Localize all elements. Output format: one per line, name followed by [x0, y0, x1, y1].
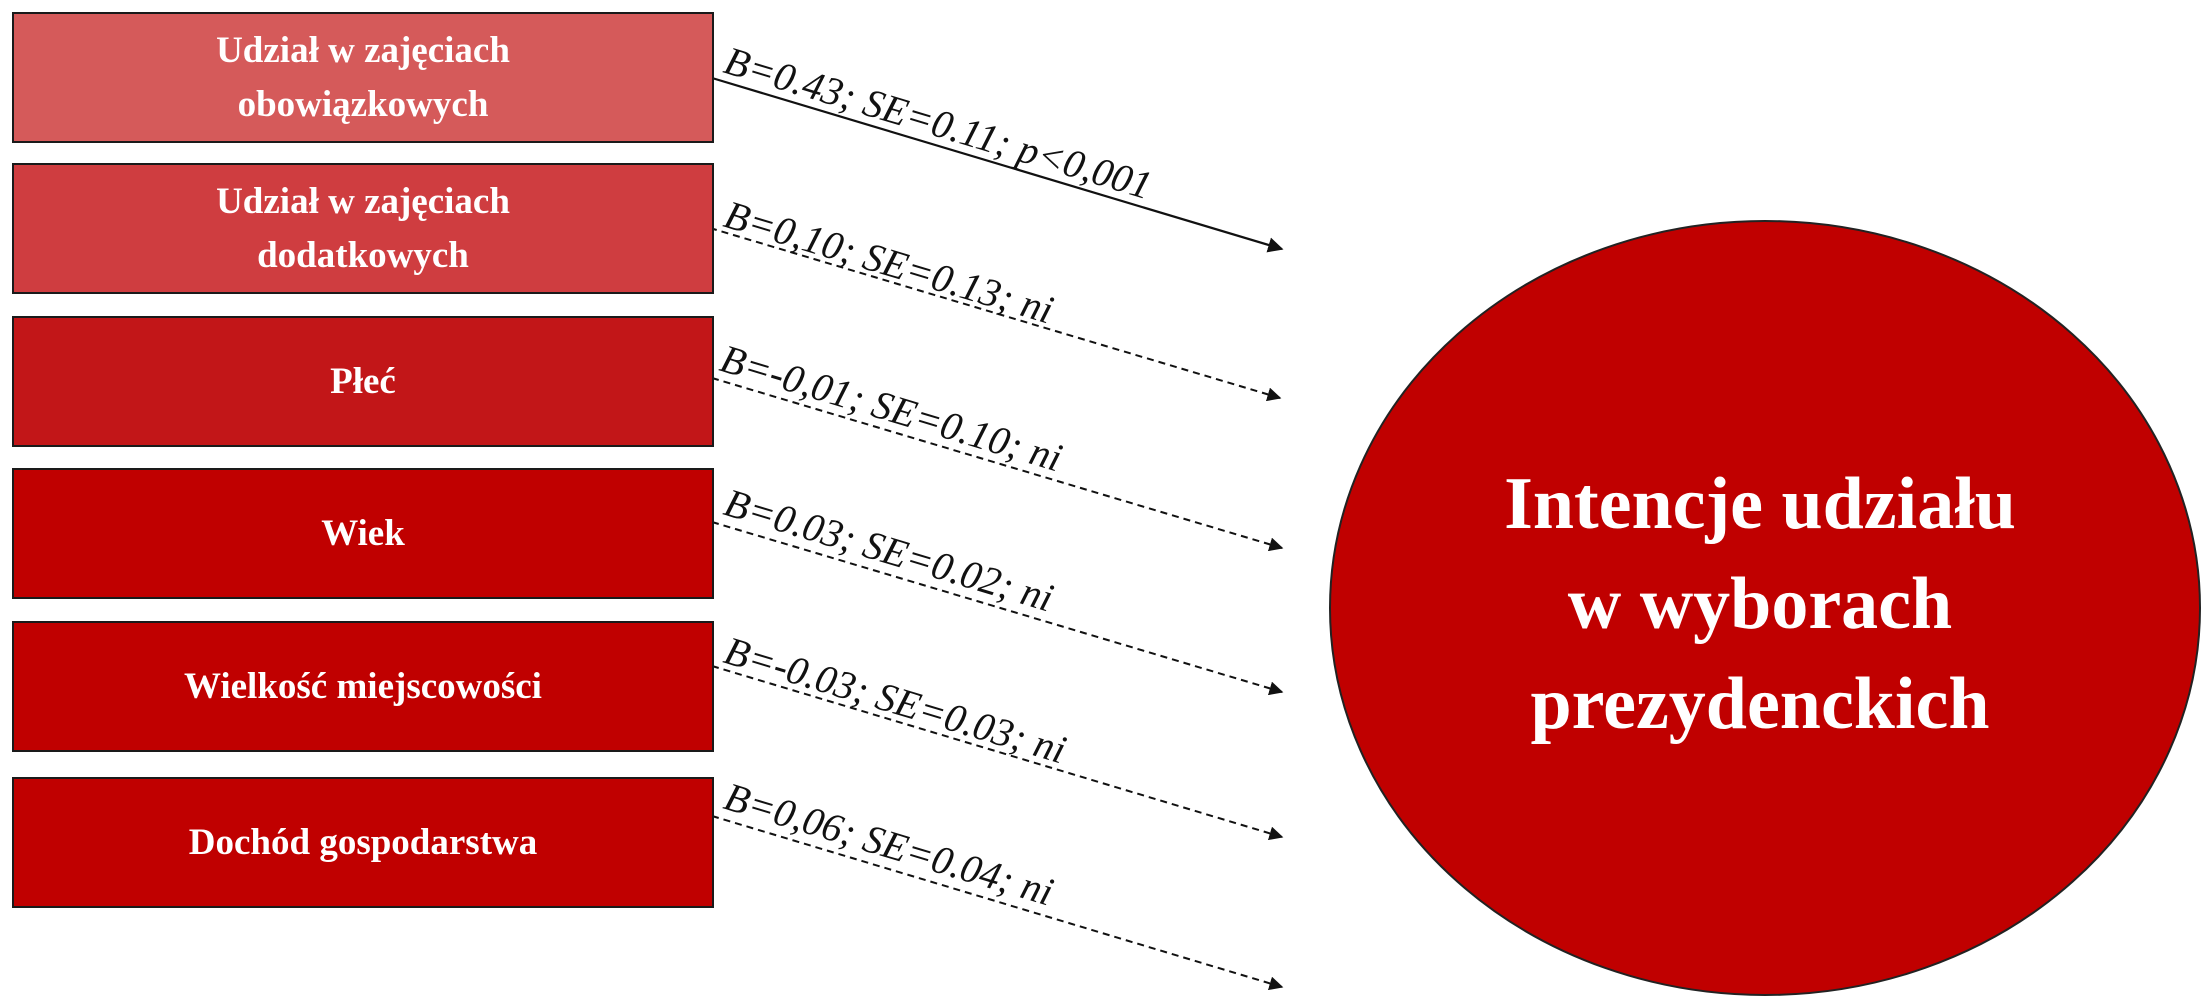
path-coef-label-1: B=0.43; SE=0.11; p<0,001 — [719, 38, 1157, 209]
outcome-label-line: w wyborach — [1567, 562, 1953, 645]
path-coef-label-3: B=-0,01; SE=0.10; ni — [715, 336, 1067, 481]
path-arrow-5 — [711, 665, 1284, 841]
path-coef-label-4: B=0.03; SE=0.02; ni — [719, 480, 1058, 621]
path-arrow-2 — [709, 227, 1282, 402]
outcome-label: Intencje udziału w wyborach prezydenckic… — [1340, 455, 2180, 755]
predictor-box-mandatory-classes: Udział w zajęciach obowiązkowych — [12, 12, 714, 143]
path-arrow-4 — [711, 521, 1284, 696]
path-arrow-3 — [711, 377, 1284, 552]
predictor-label-line: Dochód gospodarstwa — [188, 821, 538, 863]
predictor-box-gender: Płeć — [12, 316, 714, 447]
path-arrow-6 — [711, 815, 1284, 991]
predictor-label-line: Wiek — [321, 512, 405, 554]
predictor-box-town-size: Wielkość miejscowości — [12, 621, 714, 752]
path-arrow-1 — [711, 76, 1284, 253]
predictor-label-line: Udział w zajęciach — [216, 180, 510, 222]
outcome-ellipse — [1329, 220, 2201, 996]
predictor-label-line: Płeć — [330, 360, 396, 402]
outcome-label-line: Intencje udziału — [1504, 463, 2016, 545]
path-coef-label-2: B=0,10; SE=0.13; ni — [719, 192, 1058, 333]
predictor-box-age: Wiek — [12, 468, 714, 599]
predictor-box-household-income: Dochód gospodarstwa — [12, 777, 714, 908]
predictor-label-line: Wielkość miejscowości — [184, 665, 542, 707]
path-coef-label-6: B=0,06; SE=0.04; ni — [719, 774, 1058, 915]
outcome-label-line: prezydenckich — [1530, 662, 1990, 745]
predictor-box-extra-classes: Udział w zajęciach dodatkowych — [12, 163, 714, 294]
predictor-label-line: dodatkowych — [257, 234, 469, 276]
path-coef-label-5: B=-0.03; SE=0.03; ni — [719, 628, 1071, 773]
predictor-label-line: Udział w zajęciach — [216, 29, 510, 71]
predictor-label-line: obowiązkowych — [237, 83, 489, 125]
